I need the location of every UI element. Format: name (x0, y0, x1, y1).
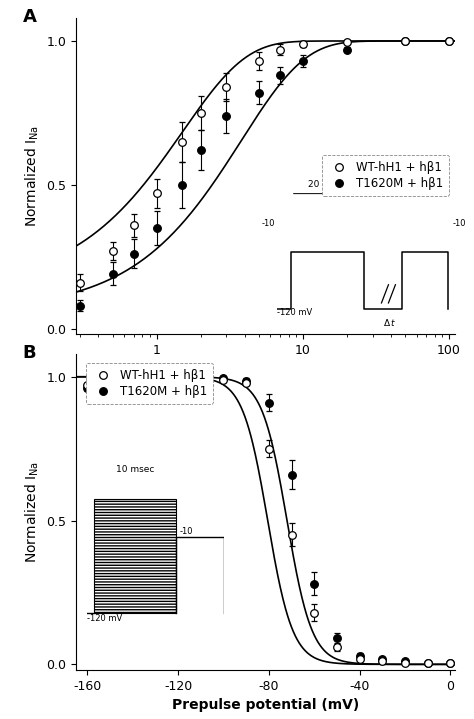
Legend: WT-hH1 + hβ1, T1620M + hβ1: WT-hH1 + hβ1, T1620M + hβ1 (322, 155, 449, 196)
Y-axis label: Normalized I$_\mathrm{Na}$: Normalized I$_\mathrm{Na}$ (23, 125, 41, 227)
Legend: WT-hH1 + hβ1, T1620M + hβ1: WT-hH1 + hβ1, T1620M + hβ1 (85, 363, 213, 403)
Text: A: A (23, 9, 36, 27)
X-axis label: Interpulse interval (msec): Interpulse interval (msec) (164, 362, 367, 377)
X-axis label: Prepulse potential (mV): Prepulse potential (mV) (172, 698, 359, 713)
Text: B: B (23, 344, 36, 362)
Y-axis label: Normalized I$_\mathrm{Na}$: Normalized I$_\mathrm{Na}$ (23, 461, 41, 563)
